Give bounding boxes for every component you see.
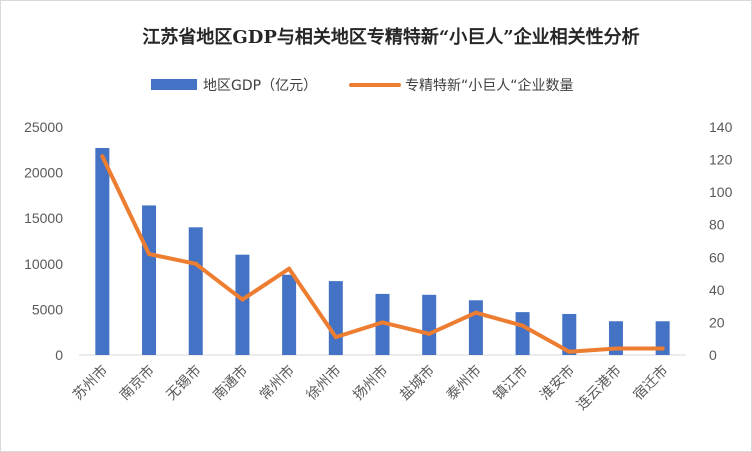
gdp-bar (95, 147, 110, 355)
legend: 地区GDP（亿元） 专精特新“小巨人“企业数量 (151, 77, 574, 94)
gdp-bar (235, 254, 250, 355)
category-label: 镇江市 (490, 362, 532, 404)
gdp-bar (188, 227, 203, 355)
category-label: 扬州市 (350, 362, 392, 404)
enterprise-count-point (147, 252, 152, 257)
right-tick-label: 140 (709, 119, 733, 135)
enterprise-count-point (193, 261, 198, 266)
right-tick-label: 20 (709, 314, 725, 330)
left-tick-label: 15000 (24, 210, 63, 226)
enterprise-count-points (100, 154, 665, 354)
gdp-bar (422, 294, 437, 355)
enterprise-count-point (100, 154, 105, 159)
enterprise-count-point (567, 349, 572, 354)
left-tick-label: 0 (55, 347, 63, 363)
legend-swatch-gdp (151, 79, 197, 90)
right-axis-ticks: 140 120 100 80 60 40 20 0 (709, 119, 733, 363)
category-label: 苏州市 (69, 362, 111, 404)
right-tick-label: 120 (709, 152, 733, 168)
category-label: 连云港市 (573, 362, 625, 414)
enterprise-count-point (473, 310, 478, 315)
right-tick-label: 40 (709, 282, 725, 298)
gdp-bar (282, 274, 297, 355)
enterprise-count-point (240, 297, 245, 302)
legend-label-enterprises: 专精特新“小巨人“企业数量 (405, 77, 574, 94)
right-tick-label: 0 (709, 347, 717, 363)
category-label: 南京市 (116, 362, 158, 404)
enterprise-count-point (660, 346, 665, 351)
category-label: 盐城市 (396, 362, 438, 404)
enterprise-count-point (613, 346, 618, 351)
category-label: 宿迁市 (630, 362, 672, 404)
category-label: 常州市 (256, 362, 298, 404)
category-label: 无锡市 (163, 362, 205, 404)
category-label: 南通市 (210, 362, 252, 404)
category-label: 徐州市 (303, 362, 345, 404)
category-label: 淮安市 (536, 362, 578, 404)
gdp-bar (562, 313, 577, 355)
enterprise-count-point (380, 320, 385, 325)
gdp-bar (468, 300, 483, 355)
left-tick-label: 25000 (24, 119, 63, 135)
left-tick-label: 10000 (24, 256, 63, 272)
enterprise-count-point (287, 266, 292, 271)
left-tick-label: 20000 (24, 165, 63, 181)
category-label: 泰州市 (443, 362, 485, 404)
left-tick-label: 5000 (32, 301, 63, 317)
right-tick-label: 100 (709, 184, 733, 200)
chart-title: 江苏省地区GDP与相关地区专精特新“小巨人”企业相关性分析 (142, 26, 639, 48)
legend-label-gdp: 地区GDP（亿元） (203, 78, 317, 94)
right-tick-label: 60 (709, 249, 725, 265)
enterprise-count-point (333, 335, 338, 340)
left-axis-ticks: 25000 20000 15000 10000 5000 0 (24, 119, 63, 363)
gdp-bar (142, 205, 157, 355)
gdp-bar (328, 281, 343, 355)
enterprise-count-point (427, 331, 432, 336)
enterprise-count-point (520, 323, 525, 328)
right-tick-label: 80 (709, 217, 725, 233)
gdp-bar (515, 312, 530, 355)
